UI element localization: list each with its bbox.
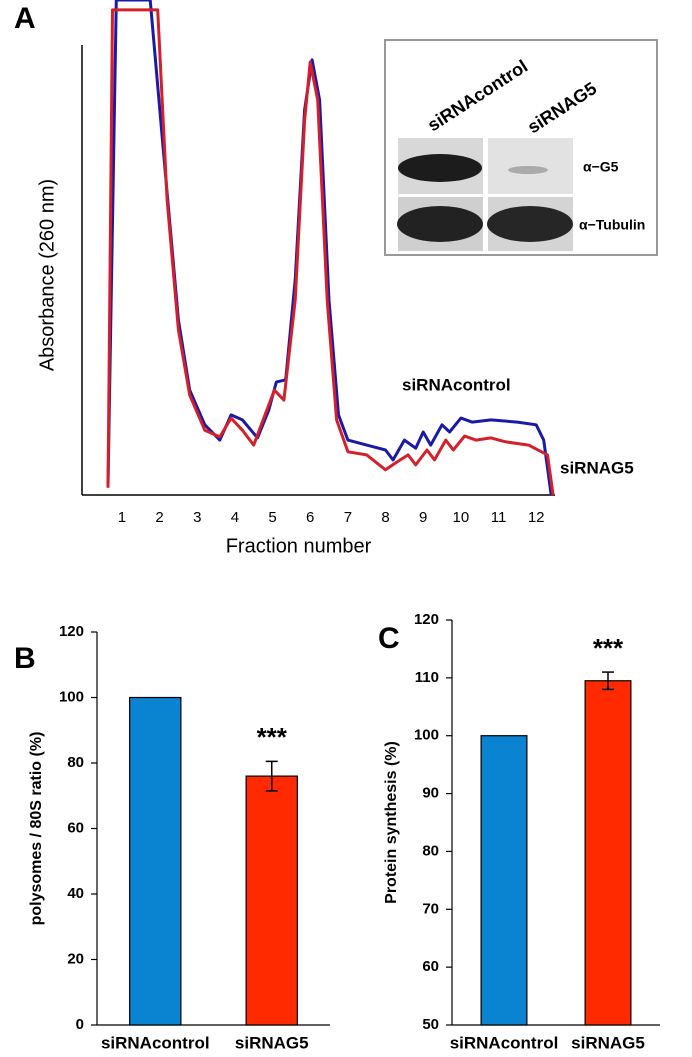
panel-letter: A bbox=[14, 2, 36, 35]
x-tick-label: 9 bbox=[419, 509, 427, 526]
y-tick-label: 110 bbox=[415, 669, 439, 686]
x-tick-label: 5 bbox=[268, 509, 276, 526]
y-tick-label: 80 bbox=[67, 754, 84, 771]
y-tick-label: 70 bbox=[422, 900, 439, 917]
y-axis-label: Protein synthesis (%) bbox=[383, 741, 400, 904]
x-tick-label: 2 bbox=[155, 509, 163, 526]
bar bbox=[245, 775, 298, 1026]
band bbox=[508, 166, 548, 174]
band bbox=[397, 206, 483, 242]
x-tick-label: 8 bbox=[381, 509, 389, 526]
y-tick-label: 20 bbox=[67, 950, 84, 967]
y-tick-label: 120 bbox=[414, 611, 439, 628]
y-tick-label: 100 bbox=[414, 727, 439, 744]
band bbox=[398, 154, 482, 182]
x-tick-label: 12 bbox=[528, 509, 545, 526]
x-tick-label: siRNAcontrol bbox=[101, 1033, 210, 1052]
line bbox=[106, 0, 553, 496]
annotation: *** bbox=[593, 633, 624, 663]
panel-letter: C bbox=[378, 622, 400, 655]
x-tick-label: 11 bbox=[491, 509, 507, 526]
y-tick-label: 60 bbox=[67, 819, 84, 836]
y-tick-label: 60 bbox=[422, 958, 439, 975]
x-tick-label: siRNAG5 bbox=[235, 1033, 309, 1052]
y-axis-label: polysomes / 80S ratio (%) bbox=[28, 732, 45, 926]
series-label: siRNAG5 bbox=[560, 458, 634, 477]
band-label: α−G5 bbox=[583, 159, 619, 175]
y-axis-label: Absorbance (260 nm) bbox=[36, 179, 58, 371]
panel-letter: B bbox=[14, 642, 36, 675]
x-tick-label: siRNAG5 bbox=[571, 1033, 645, 1052]
inset bbox=[384, 39, 658, 256]
y-tick-label: 80 bbox=[422, 842, 439, 859]
x-tick-label: 1 bbox=[118, 509, 126, 526]
x-axis-label: Fraction number bbox=[226, 535, 372, 557]
band bbox=[487, 206, 573, 242]
y-tick-label: 90 bbox=[422, 785, 439, 802]
y-tick-label: 120 bbox=[59, 623, 84, 640]
band-label: α−Tubulin bbox=[579, 217, 645, 233]
bar bbox=[129, 696, 182, 1026]
x-tick-label: 7 bbox=[344, 509, 352, 526]
x-tick-label: 6 bbox=[306, 509, 314, 526]
x-tick-label: siRNAcontrol bbox=[450, 1033, 559, 1052]
blot bbox=[488, 138, 573, 194]
series-label: siRNAcontrol bbox=[402, 375, 511, 394]
x-tick-label: 10 bbox=[453, 509, 470, 526]
y-tick-label: 50 bbox=[422, 1016, 439, 1033]
x-tick-label: 3 bbox=[193, 509, 201, 526]
annotation: *** bbox=[257, 722, 288, 752]
bar bbox=[584, 680, 632, 1026]
line bbox=[106, 8, 555, 496]
y-tick-label: 40 bbox=[67, 885, 84, 902]
bar bbox=[480, 735, 528, 1026]
y-tick-label: 100 bbox=[59, 688, 84, 705]
y-tick-label: 0 bbox=[76, 1016, 84, 1033]
x-tick-label: 4 bbox=[231, 509, 239, 526]
